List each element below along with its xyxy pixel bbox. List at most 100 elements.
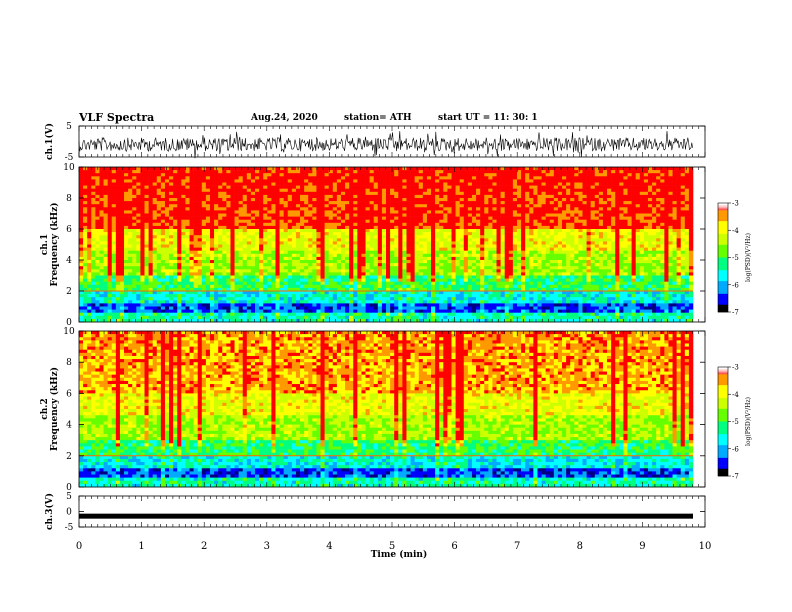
spectrogram-cell — [115, 253, 121, 258]
spectrogram-cell — [484, 260, 489, 264]
spectrogram-cell — [103, 260, 108, 264]
spectrogram-cell — [271, 213, 276, 217]
spectrogram-cell — [136, 260, 141, 264]
spectrogram-cell — [439, 247, 444, 251]
spectrogram-cell — [250, 188, 256, 193]
spectrogram-cell — [431, 179, 436, 183]
spectrogram-cell — [607, 238, 612, 242]
spectrogram-cell — [447, 182, 452, 186]
spectrogram-cell — [160, 213, 166, 217]
spectrogram-cell — [631, 253, 636, 258]
spectrogram-cell — [357, 204, 362, 208]
spectrogram-cell — [615, 232, 620, 236]
spectrogram-cell — [230, 185, 235, 189]
spectrogram-cell — [537, 185, 542, 189]
spectrogram-cell — [218, 216, 223, 220]
spectrogram-cell — [471, 179, 477, 183]
spectrogram-cell — [271, 188, 276, 193]
spectrogram-cell — [414, 256, 420, 261]
spectrogram-cell — [467, 253, 473, 258]
spectrogram-cell — [570, 219, 575, 224]
spectrogram-cell — [422, 176, 428, 180]
spectrogram-cell — [541, 176, 546, 180]
spectrogram-cell — [336, 173, 342, 177]
spectrogram-cell — [103, 222, 108, 227]
spectrogram-cell — [156, 229, 162, 233]
spectrogram-cell — [386, 232, 391, 236]
spectrogram-cell — [635, 225, 641, 230]
spectrogram-cell — [369, 185, 375, 189]
spectrogram-cell — [222, 188, 227, 193]
spectrogram-cell — [639, 179, 645, 183]
spectrogram-cell — [390, 201, 395, 205]
spectrogram-cell — [381, 250, 387, 255]
spectrogram-cell — [177, 210, 182, 214]
spectrogram-cell — [521, 198, 526, 202]
spectrogram-cell — [594, 260, 600, 264]
spectrogram-cell — [398, 263, 403, 267]
spectrogram-cell — [447, 204, 452, 208]
spectrogram-cell — [107, 182, 113, 186]
spectrogram-cell — [87, 182, 92, 186]
spectrogram-cell — [484, 256, 489, 261]
spectrogram-cell — [246, 167, 252, 171]
spectrogram-cell — [99, 201, 104, 205]
spectrogram-cell — [263, 188, 268, 193]
spectrogram-cell — [189, 238, 194, 242]
spectrogram-cell — [250, 241, 256, 245]
spectrogram-cell — [525, 170, 530, 174]
spectrogram-cell — [173, 167, 178, 171]
spectrogram-cell — [271, 256, 276, 261]
spectrogram-cell — [332, 170, 338, 174]
spectrogram-cell — [578, 216, 583, 220]
spectrogram-cell — [660, 219, 665, 224]
spectrogram-cell — [680, 213, 686, 217]
spectrogram-cell — [492, 253, 497, 258]
spectrogram-cell — [525, 229, 530, 233]
spectrogram-cell — [476, 241, 481, 245]
spectrogram-cell — [451, 225, 456, 230]
spectrogram-cell — [177, 253, 182, 258]
spectrogram-cell — [300, 225, 305, 230]
spectrogram-cell — [590, 238, 596, 242]
spectrogram-cell — [566, 260, 571, 264]
spectrogram-cell — [476, 179, 481, 183]
spectrogram-cell — [287, 201, 293, 205]
spectrogram-cell — [234, 260, 239, 264]
spectrogram-cell — [201, 253, 207, 258]
spectrogram-cell — [365, 244, 370, 248]
spectrogram-cell — [488, 241, 493, 245]
spectrogram-cell — [570, 263, 575, 267]
spectrogram-cell — [545, 179, 551, 183]
y-axis-label: ch.1(V) — [44, 123, 55, 160]
spectrogram-cell — [598, 232, 604, 236]
spectrogram-cell — [152, 241, 158, 245]
spectrogram-cell — [279, 198, 284, 202]
spectrogram-cell — [451, 260, 456, 264]
spectrogram-cell — [91, 201, 96, 205]
spectrogram-cell — [598, 198, 604, 202]
spectrogram-cell — [185, 179, 190, 183]
spectrogram-cell — [512, 253, 518, 258]
spectrogram-cell — [177, 263, 182, 267]
spectrogram-cell — [402, 238, 407, 242]
spectrogram-cell — [316, 256, 321, 261]
spectrogram-cell — [181, 191, 186, 196]
spectrogram-cell — [107, 216, 113, 220]
spectrogram-cell — [169, 204, 174, 208]
spectrogram-cell — [218, 253, 223, 258]
spectrogram-cell — [562, 204, 567, 208]
spectrogram-cell — [181, 241, 186, 245]
spectrogram-cell — [173, 176, 178, 180]
spectrogram-cell — [128, 194, 133, 199]
spectrogram-cell — [320, 247, 325, 251]
spectrogram-cell — [275, 176, 280, 180]
spectrogram-cell — [431, 250, 436, 255]
spectrogram-cell — [328, 167, 334, 171]
spectrogram-cell — [623, 222, 628, 227]
spectrogram-cell — [602, 253, 608, 258]
spectrogram-cell — [602, 201, 608, 205]
spectrogram-cell — [414, 198, 420, 202]
spectrogram-cell — [607, 216, 612, 220]
spectrogram-cell — [602, 232, 608, 236]
